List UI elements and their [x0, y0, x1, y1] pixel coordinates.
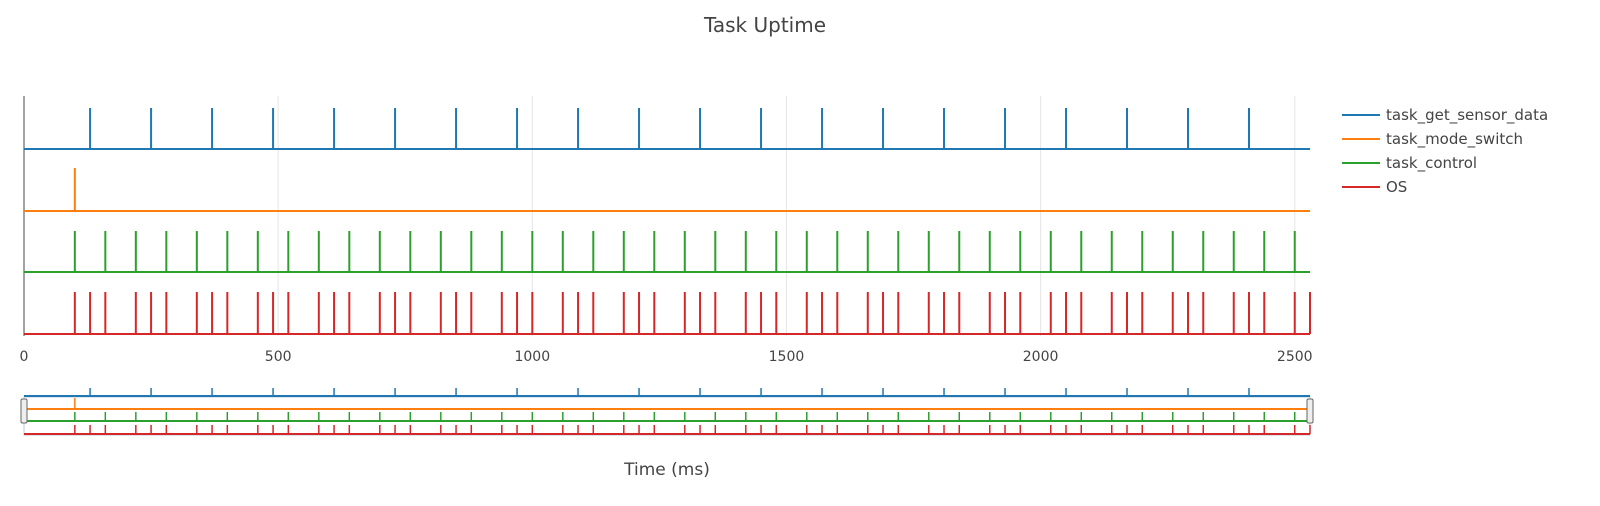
- range-slider-frame: [23, 396, 1311, 436]
- x-tick-label: 1000: [514, 349, 550, 365]
- legend-item[interactable]: OS: [1342, 178, 1407, 196]
- series-layer: [24, 108, 1311, 335]
- x-tick-label: 2000: [1023, 349, 1059, 365]
- slider-series-task_mode_switch: [24, 398, 1310, 410]
- legend-label: task_control: [1386, 154, 1477, 173]
- range-slider[interactable]: [20, 388, 1314, 436]
- x-tick-label: 0: [20, 349, 29, 365]
- series-OS: [24, 292, 1311, 335]
- legend-item[interactable]: task_get_sensor_data: [1342, 106, 1548, 125]
- series-task_control: [24, 231, 1310, 273]
- x-axis-label: Time (ms): [623, 460, 710, 480]
- slider-series-task_control: [24, 412, 1310, 422]
- legend-label: task_mode_switch: [1386, 130, 1523, 149]
- legend-label: OS: [1386, 178, 1407, 196]
- legend-item[interactable]: task_control: [1342, 154, 1477, 173]
- range-slider-left-handle[interactable]: [20, 398, 28, 424]
- x-tick-label: 1500: [769, 349, 805, 365]
- slider-series-task_get_sensor_data: [24, 388, 1310, 397]
- series-task_mode_switch: [24, 168, 1310, 212]
- chart-title: Task Uptime: [703, 13, 826, 37]
- series-task_get_sensor_data: [24, 108, 1310, 150]
- slider-series-OS: [24, 425, 1311, 435]
- legend-label: task_get_sensor_data: [1386, 106, 1548, 125]
- x-tick-label: 2500: [1277, 349, 1313, 365]
- range-slider-right-handle[interactable]: [1306, 398, 1314, 424]
- legend: task_get_sensor_data task_mode_switchtask…: [1342, 106, 1548, 196]
- legend-item[interactable]: task_mode_switch: [1342, 130, 1523, 149]
- x-tick-label: 500: [265, 349, 292, 365]
- x-tick-labels: 0 500 1000 1500 2000 2500: [20, 349, 1313, 365]
